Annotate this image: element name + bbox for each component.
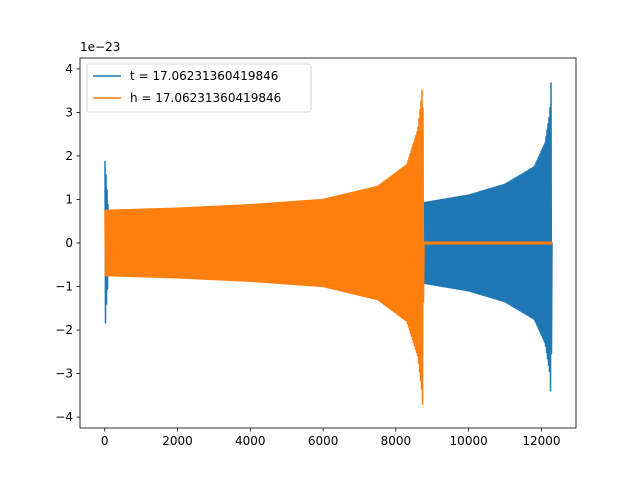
series-line-2 [104,89,553,406]
series-layer [104,82,553,406]
y-tick-label: −2 [55,323,73,337]
x-tick-label: 12000 [522,434,560,448]
legend-items: t = 17.06231360419846 h = 17.062313604198… [93,69,281,105]
legend-entry: h = 17.06231360419846 [130,91,281,105]
y-tick-label: −4 [55,410,73,424]
legend: t = 17.06231360419846 h = 17.062313604198… [86,63,312,113]
y-tick-label: 0 [65,236,73,250]
x-axis: 0 2000 4000 6000 8000 10000 12000 [101,428,561,448]
y-tick-label: 1 [65,192,73,206]
legend-entry: t = 17.06231360419846 [130,69,278,83]
legend-box [86,63,312,113]
x-tick-label: 2000 [162,434,193,448]
x-tick-label: 4000 [235,434,266,448]
x-tick-label: 0 [101,434,109,448]
y-axis-multiplier: 1e−23 [80,40,120,54]
x-tick-label: 6000 [308,434,339,448]
y-tick-label: 2 [65,149,73,163]
x-tick-label: 10000 [450,434,488,448]
y-axis: −4 −3 −2 −1 0 1 2 3 4 [55,62,80,424]
x-tick-label: 8000 [381,434,412,448]
y-tick-label: −3 [55,367,73,381]
plot-area [79,57,577,429]
y-tick-label: 3 [65,105,73,119]
y-tick-label: −1 [55,280,73,294]
y-tick-label: 4 [65,62,73,76]
